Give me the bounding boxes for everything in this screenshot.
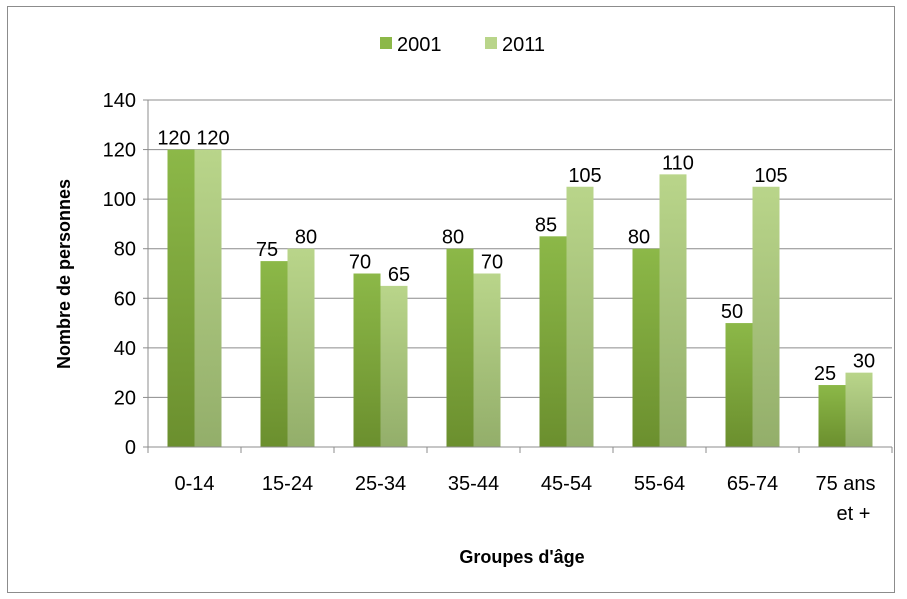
data-label-2001: 85 — [535, 214, 557, 236]
y-tick-label: 140 — [103, 90, 136, 112]
legend: 2001 2011 — [380, 34, 545, 56]
y-tick-label: 0 — [125, 437, 136, 459]
x-tick-label: 55-64 — [634, 473, 685, 495]
data-label-2011: 70 — [481, 252, 503, 274]
legend-label-2001: 2001 — [397, 34, 442, 56]
gridlines — [148, 99, 892, 448]
bar-2001-55-64 — [632, 248, 660, 447]
legend-label-2011: 2011 — [502, 34, 545, 56]
data-label-2011: 105 — [568, 165, 601, 187]
bar-2001-15-24 — [260, 261, 288, 447]
bar-2011-65-74 — [752, 186, 780, 447]
x-tick-label: 25-34 — [355, 473, 406, 495]
data-label-2001: 25 — [814, 363, 836, 385]
y-tick-label: 80 — [114, 239, 136, 261]
bar-2011-25-34 — [380, 285, 408, 447]
data-label-2001: 75 — [256, 239, 278, 261]
data-label-2011: 30 — [853, 351, 875, 373]
x-tick-label: 75 ans et + — [815, 473, 875, 525]
data-label-2011: 110 — [662, 152, 694, 174]
bar-2001-0-14 — [167, 149, 195, 448]
data-label-2001: 70 — [349, 252, 371, 274]
data-label-2011: 120 — [196, 128, 229, 150]
data-label-2001: 80 — [442, 227, 464, 249]
y-tick-label: 20 — [114, 387, 136, 409]
data-labels: 120 120 75 80 70 65 80 70 85 105 80 110 50 105 25 30 — [157, 128, 875, 385]
bar-2011-45-54 — [566, 186, 594, 447]
data-label-2001: 80 — [628, 227, 650, 249]
bar-2011-15-24 — [287, 248, 315, 447]
y-tick-label: 100 — [103, 189, 136, 211]
data-label-2001: 120 — [157, 128, 190, 150]
y-axis-title: Nombre de personnes — [54, 179, 74, 369]
legend-swatch-2001 — [380, 37, 392, 49]
x-tick-label: 15-24 — [262, 473, 313, 495]
x-axis-title: Groupes d'âge — [459, 547, 584, 567]
bar-2001-65-74 — [725, 323, 753, 447]
data-label-2011: 80 — [295, 227, 317, 249]
bar-2001-75-ans-et-+ — [818, 385, 846, 447]
x-tick-label: 45-54 — [541, 473, 592, 495]
bar-2011-55-64 — [659, 174, 687, 447]
bar-2001-25-34 — [353, 273, 381, 447]
bar-2001-45-54 — [539, 236, 567, 447]
data-label-2011: 105 — [754, 165, 787, 187]
bar-2001-35-44 — [446, 248, 474, 447]
y-tick-labels: 0 20 40 60 80 100 120 140 — [103, 90, 136, 459]
axes — [143, 99, 893, 453]
x-tick-label: 0-14 — [174, 473, 214, 495]
data-label-2011: 65 — [388, 264, 410, 286]
y-tick-label: 60 — [114, 288, 136, 310]
x-tick-label: 35-44 — [448, 473, 499, 495]
bar-2011-35-44 — [473, 273, 501, 447]
data-label-2001: 50 — [721, 301, 743, 323]
y-tick-label: 120 — [103, 140, 136, 162]
x-tick-labels: 0-14 15-24 25-34 35-44 45-54 55-64 65-74 75 ans… — [174, 473, 875, 525]
y-tick-label: 40 — [114, 338, 136, 360]
bars — [167, 149, 873, 448]
bar-2011-0-14 — [194, 149, 222, 448]
legend-swatch-2011 — [485, 37, 497, 49]
x-tick-label: 65-74 — [727, 473, 778, 495]
bar-2011-75-ans-et-+ — [845, 372, 873, 447]
